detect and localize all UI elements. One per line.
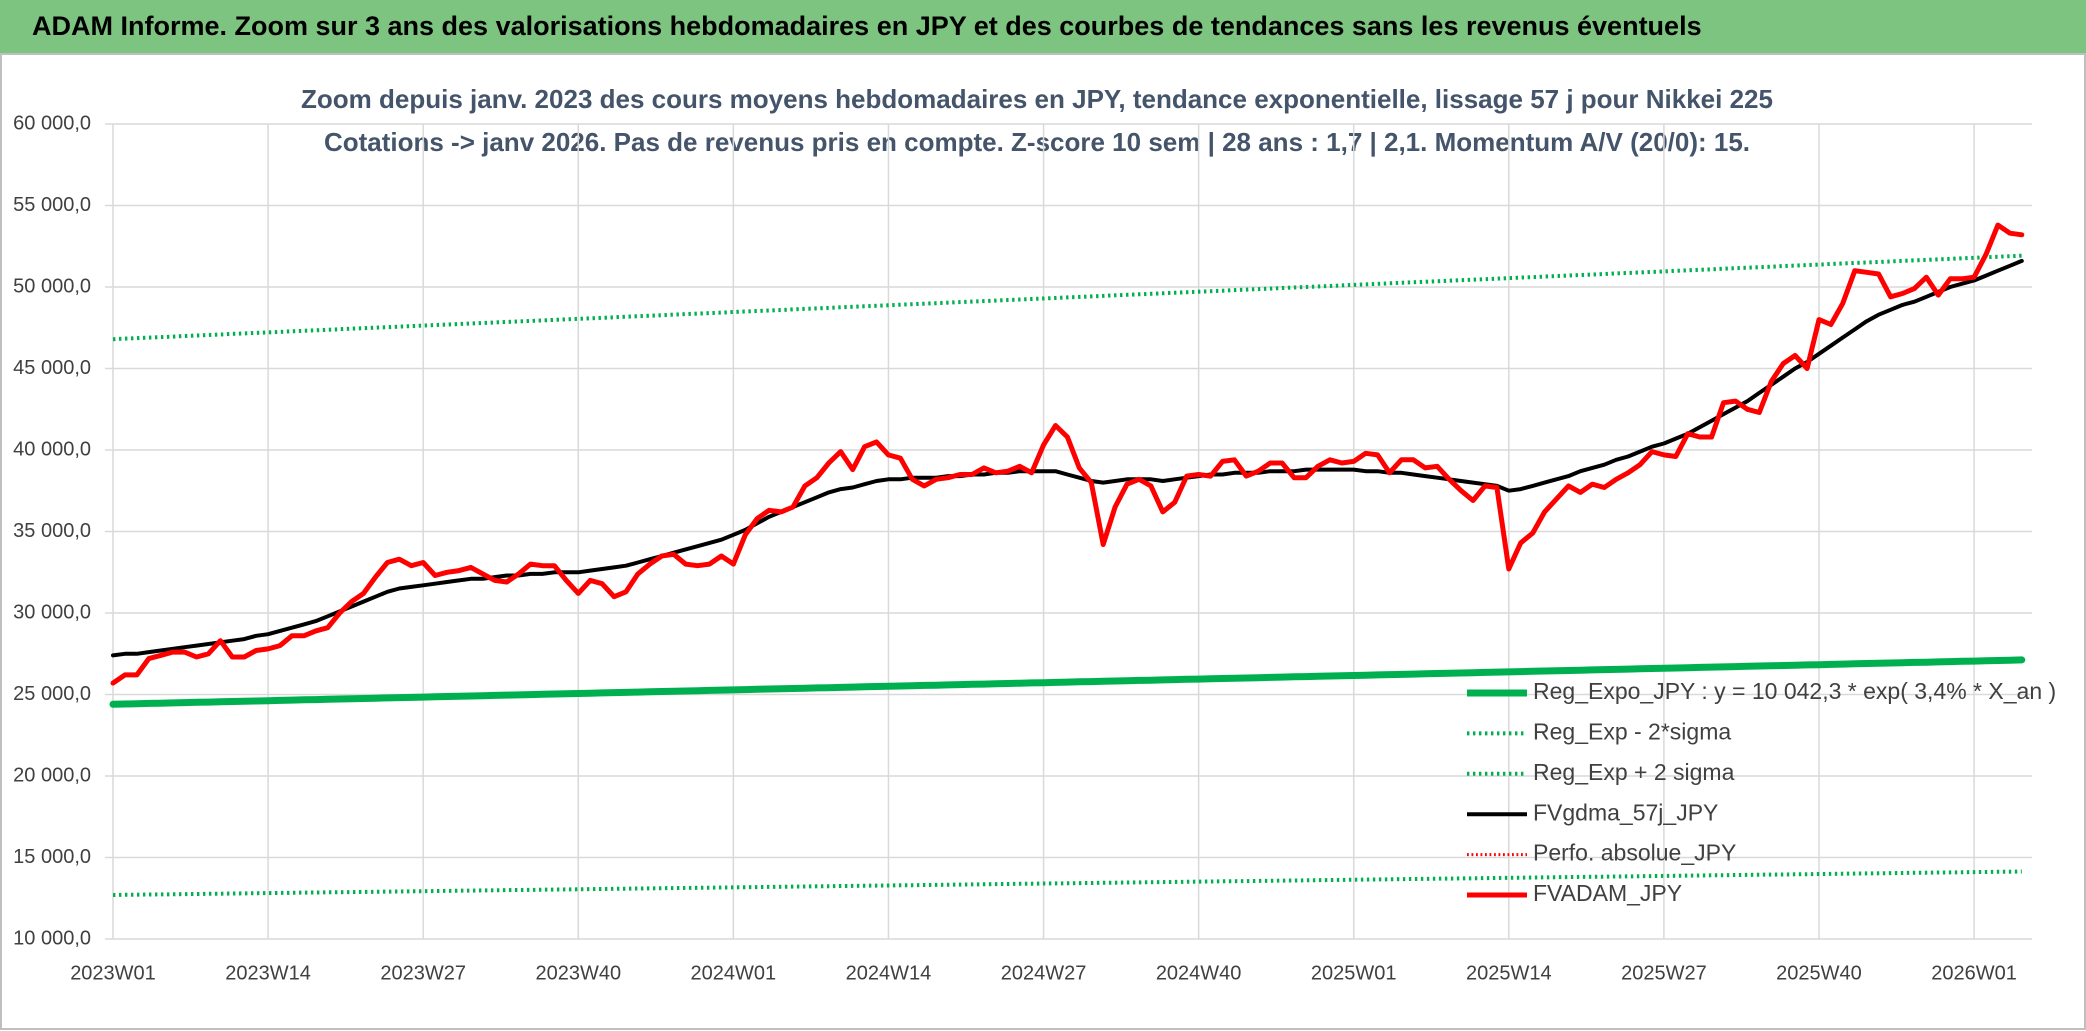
x-tick-label: 2023W40 bbox=[535, 962, 621, 984]
x-tick-label: 2023W27 bbox=[380, 962, 466, 984]
y-tick-label: 30 000,0 bbox=[13, 601, 91, 623]
x-tick-label: 2024W14 bbox=[846, 962, 932, 984]
y-tick-label: 40 000,0 bbox=[13, 438, 91, 460]
x-tick-label: 2025W40 bbox=[1776, 962, 1862, 984]
series-line bbox=[112, 869, 2022, 897]
chart-title: ADAM Informe. Zoom sur 3 ans des valoris… bbox=[32, 11, 1702, 41]
legend-label: Perfo. absolue_JPY bbox=[1533, 840, 1736, 866]
y-tick-label: 55 000,0 bbox=[13, 194, 91, 216]
x-tick-label: 2025W14 bbox=[1466, 962, 1552, 984]
legend-label: Reg_Exp + 2 sigma bbox=[1533, 759, 1735, 785]
y-tick-label: 25 000,0 bbox=[13, 683, 91, 705]
chart-frame bbox=[0, 53, 2086, 1030]
y-tick-label: 50 000,0 bbox=[13, 275, 91, 297]
series-line bbox=[111, 258, 2024, 658]
series-line bbox=[110, 222, 2025, 686]
legend-label: Reg_Expo_JPY : y = 10 042,3 * exp( 3,4% … bbox=[1533, 678, 2056, 704]
series-line bbox=[109, 656, 2026, 708]
x-tick-label: 2023W01 bbox=[70, 962, 156, 984]
y-tick-label: 35 000,0 bbox=[13, 520, 91, 542]
x-tick-label: 2024W40 bbox=[1156, 962, 1242, 984]
x-tick-label: 2025W27 bbox=[1621, 962, 1707, 984]
x-tick-label: 2026W01 bbox=[1931, 962, 2017, 984]
legend-label: Reg_Exp - 2*sigma bbox=[1533, 718, 1731, 744]
y-tick-label: 15 000,0 bbox=[13, 846, 91, 868]
x-tick-label: 2025W01 bbox=[1311, 962, 1397, 984]
y-tick-label: 60 000,0 bbox=[13, 112, 91, 134]
y-tick-label: 45 000,0 bbox=[13, 357, 91, 379]
header-bar bbox=[0, 0, 2086, 53]
x-tick-label: 2023W14 bbox=[225, 962, 311, 984]
x-tick-label: 2024W27 bbox=[1001, 962, 1087, 984]
chart-subtitle: Cotations -> janv 2026. Pas de revenus p… bbox=[324, 127, 1750, 157]
y-tick-label: 20 000,0 bbox=[13, 764, 91, 786]
legend-label: FVADAM_JPY bbox=[1533, 880, 1682, 906]
chart-subtitle: Zoom depuis janv. 2023 des cours moyens … bbox=[301, 84, 1773, 114]
y-tick-label: 10 000,0 bbox=[13, 927, 91, 949]
x-tick-label: 2024W01 bbox=[691, 962, 777, 984]
series-line bbox=[112, 253, 2022, 342]
legend-label: FVgdma_57j_JPY bbox=[1533, 799, 1718, 825]
